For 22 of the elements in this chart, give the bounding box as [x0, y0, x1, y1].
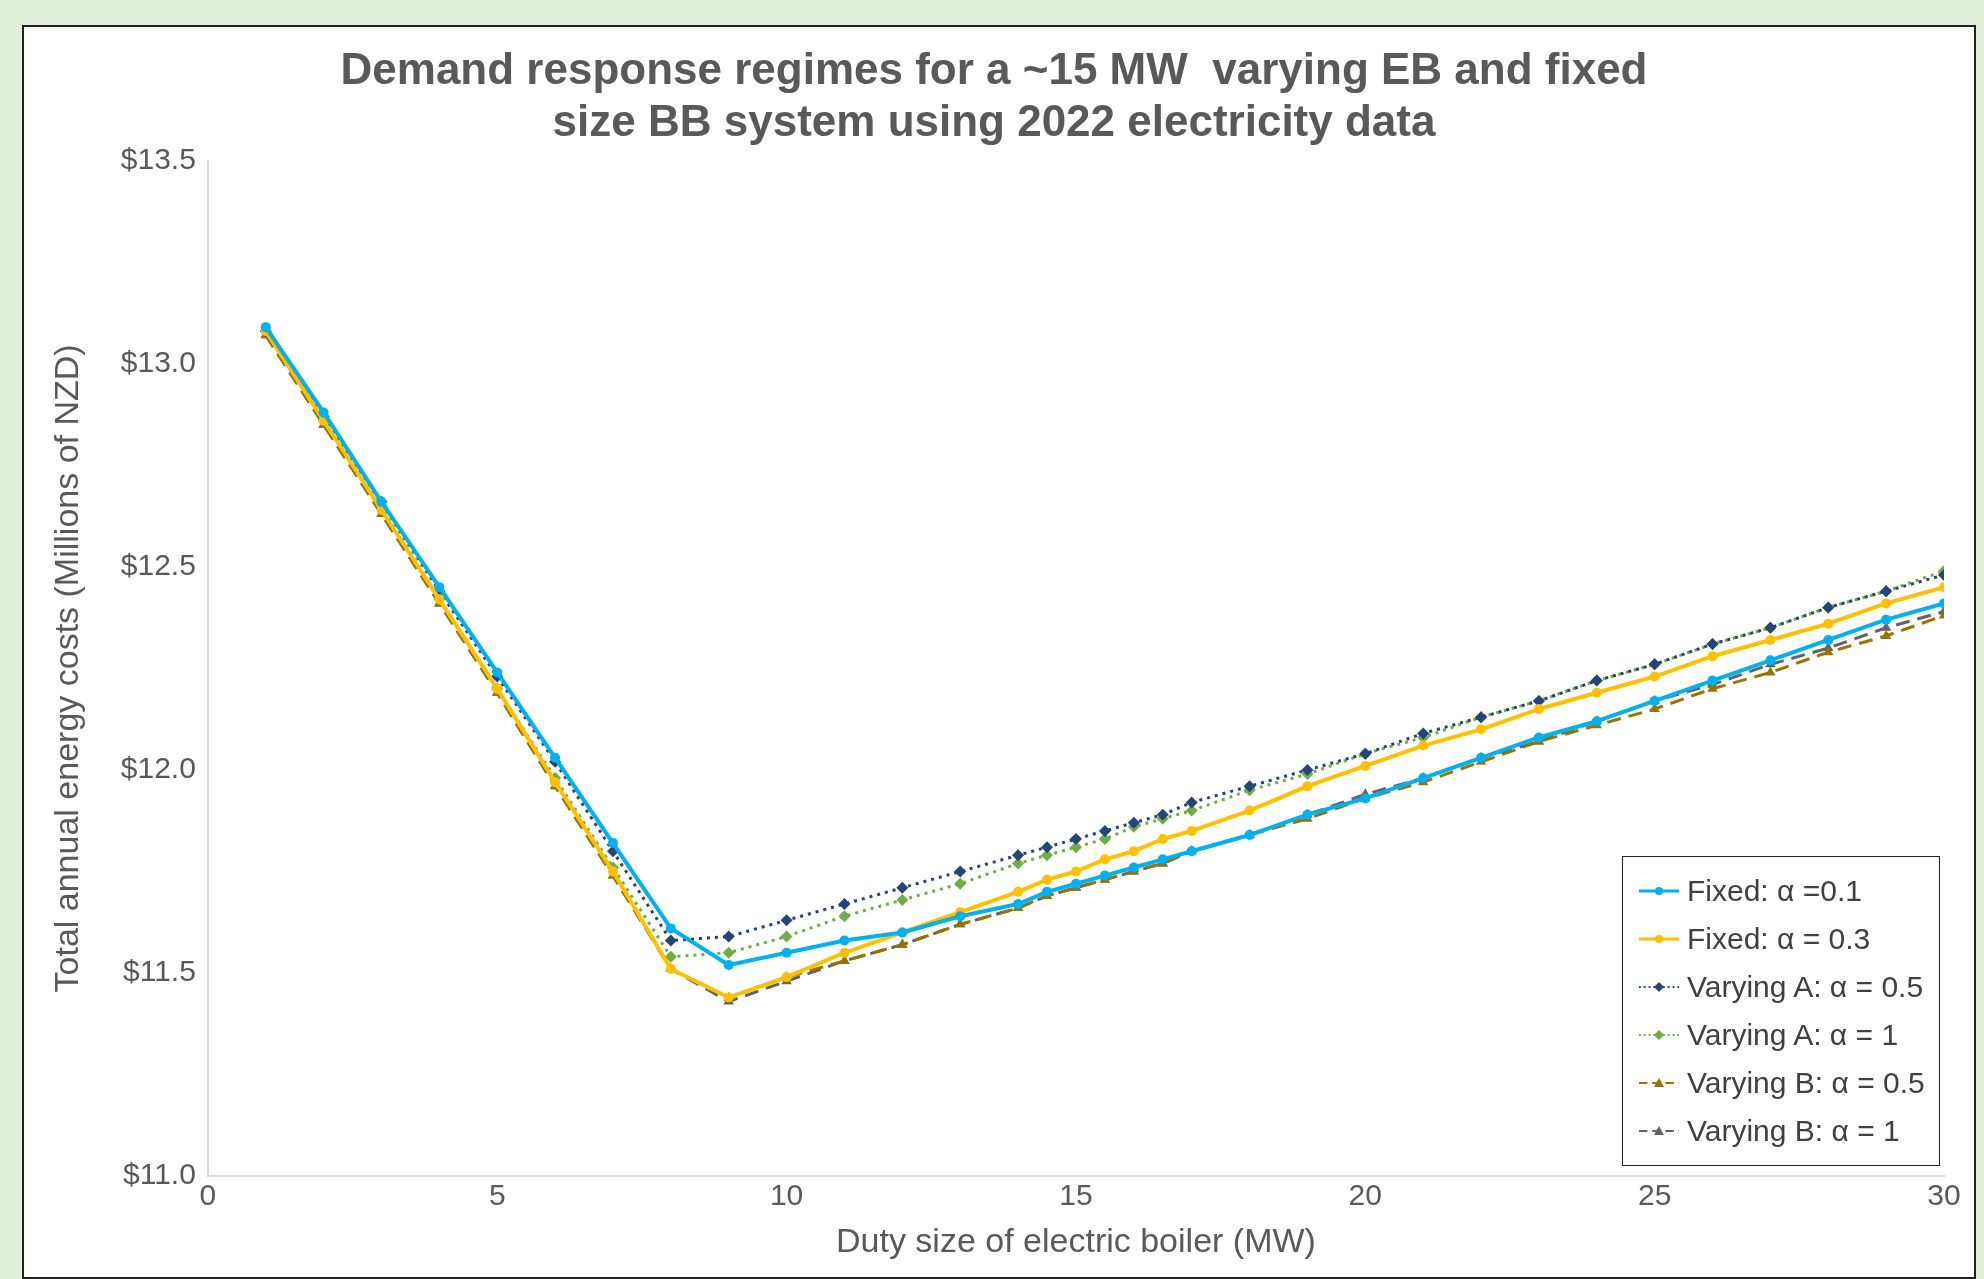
legend-label: Varying A: α = 1: [1687, 1018, 1899, 1053]
y-tick-label: $12.5: [120, 548, 196, 582]
chart-title: Demand response regimes for a ~15 MW varying EB and fixed size BB system using 2022 electricity data: [340, 43, 1648, 146]
x-tick-label: 0: [199, 1178, 217, 1212]
y-tick-label: $11.0: [123, 1157, 196, 1191]
legend-label: Fixed: α =0.1: [1687, 874, 1862, 909]
y-tick-label: $13.0: [120, 344, 196, 378]
x-tick-label: 20: [1348, 1178, 1382, 1212]
x-tick-label: 15: [1059, 1178, 1093, 1212]
legend-label: Varying B: α = 1: [1687, 1114, 1900, 1149]
x-tick-label: 30: [1927, 1178, 1961, 1212]
x-axis-title: Duty size of electric boiler (MW): [836, 1220, 1316, 1259]
x-tick-label: 5: [488, 1178, 506, 1212]
y-tick-label: $13.5: [120, 141, 196, 175]
y-tick-label: $12.0: [120, 751, 196, 785]
legend-label: Varying A: α = 0.5: [1687, 970, 1924, 1005]
y-tick-label: $11.5: [123, 954, 196, 988]
legend-label: Varying B: α = 0.5: [1687, 1066, 1925, 1101]
y-axis-title: Total annual energy costs (Millions of NZD): [46, 344, 85, 993]
x-tick-label: 25: [1637, 1178, 1672, 1212]
legend-label: Fixed: α = 0.3: [1687, 922, 1871, 957]
x-tick-label: 10: [769, 1178, 804, 1212]
